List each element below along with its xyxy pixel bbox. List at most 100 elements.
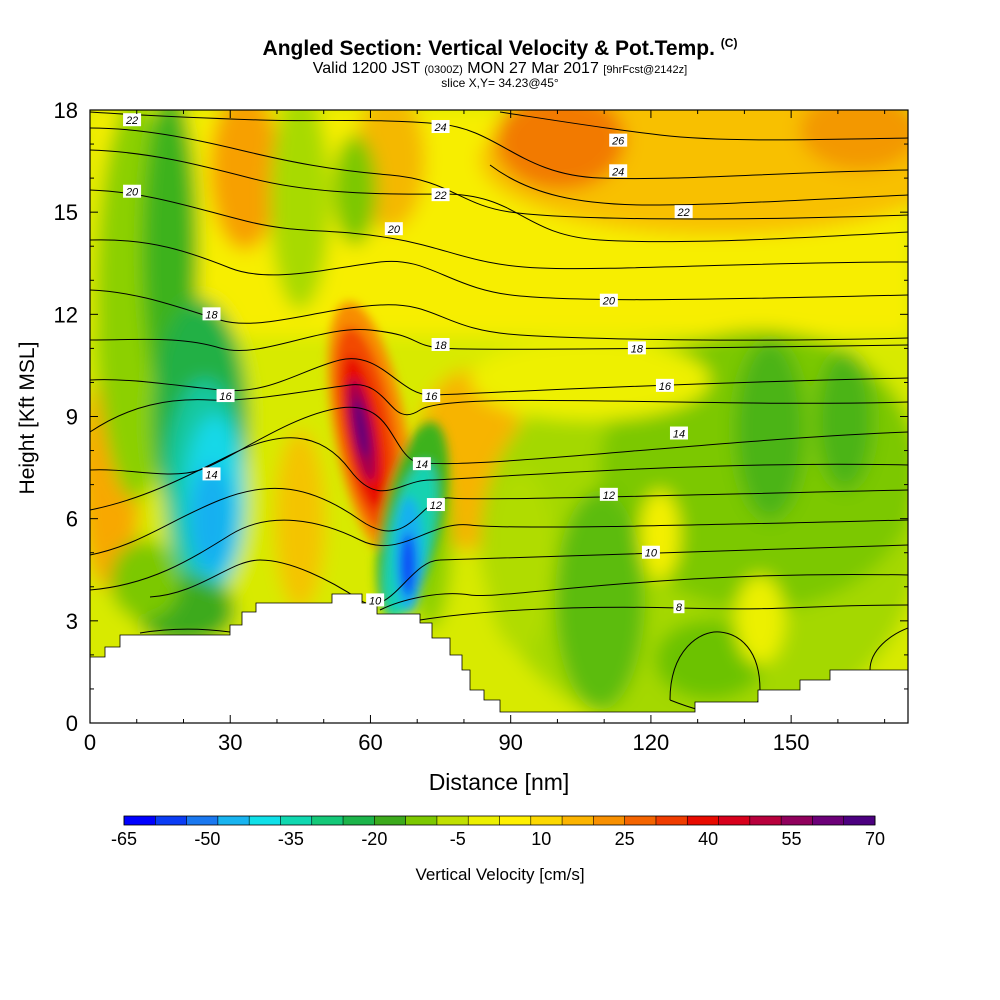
isotherm-12b xyxy=(90,519,908,591)
y-axis: 0 3 6 9 12 15 18 xyxy=(54,98,908,736)
colorbar-swatch xyxy=(374,816,407,825)
colorbar-swatch xyxy=(436,816,469,825)
colorbar-swatch xyxy=(593,816,626,825)
isotherm-label: 16 xyxy=(219,391,232,403)
isotherm-label: 8 xyxy=(676,602,683,614)
colorbar-tick-label: -5 xyxy=(450,829,466,849)
isotherm-label-bg xyxy=(599,487,618,501)
isotherm-label: 14 xyxy=(416,459,428,471)
colorbar-label: Vertical Velocity [cm/s] xyxy=(415,865,584,884)
isotherm-label: 16 xyxy=(659,381,672,393)
isotherm-label-bg xyxy=(431,188,450,202)
colorbar-swatch xyxy=(124,816,156,825)
isotherm-label-bg xyxy=(609,164,628,178)
isotherm-label-bg xyxy=(669,426,688,440)
x-axis: 0 30 60 90 120 150 xyxy=(84,110,886,755)
isotherm-label-bg xyxy=(123,184,142,198)
isotherm-14b xyxy=(90,437,908,511)
isotherm-label: 18 xyxy=(631,343,644,355)
chart-title: Angled Section: Vertical Velocity & Pot.… xyxy=(0,36,1000,61)
isotherm-label: 14 xyxy=(673,429,685,441)
isotherm-10b xyxy=(379,573,908,611)
colorbar-tick-label: -35 xyxy=(278,829,304,849)
colorbar-swatch xyxy=(843,816,876,825)
chart-title-main: Angled Section: Vertical Velocity & Pot.… xyxy=(262,37,715,60)
isotherm-label-bg xyxy=(674,205,693,219)
isotherm-label: 22 xyxy=(433,190,446,202)
isotherm-label: 18 xyxy=(434,340,447,352)
isotherm-16 xyxy=(90,358,908,396)
colorbar: -65 -50 -35 -20 -5 10 25 40 55 70 xyxy=(111,815,885,849)
isotherm-label: 24 xyxy=(433,122,446,134)
colorbar-swatch xyxy=(562,816,594,825)
isotherm-labels: 22 24 26 20 22 24 22 20 20 18 18 18 16 16 16 14 14 14 12 12… xyxy=(123,113,693,614)
isotherm-14 xyxy=(90,406,908,475)
isotherm-label-bg xyxy=(655,378,674,392)
isotherm-18a xyxy=(90,289,908,341)
colorbar-swatch xyxy=(343,816,375,825)
slice-info: slice X,Y= 34.23@45° xyxy=(441,76,559,90)
isotherm-20b xyxy=(90,239,908,301)
chart-title-units: (C) xyxy=(720,36,738,50)
isotherm-label-bg xyxy=(123,113,142,127)
x-tick-label: 0 xyxy=(84,730,96,755)
colorbar-tick-label: 40 xyxy=(698,829,718,849)
isotherm-12 xyxy=(90,487,908,556)
isotherm-label: 18 xyxy=(205,309,218,321)
colorbar-tick-label: -50 xyxy=(194,829,220,849)
isotherm-label-bg xyxy=(202,467,221,481)
colorbar-swatch xyxy=(405,816,438,825)
colorbar-tick-label: 55 xyxy=(782,829,802,849)
x-axis-label: Distance [nm] xyxy=(429,769,570,795)
isotherm-label: 10 xyxy=(645,548,658,560)
isotherm-26 xyxy=(499,111,908,141)
colorbar-swatch xyxy=(624,816,657,825)
colorbar-swatch xyxy=(468,816,500,825)
isotherm-16b xyxy=(90,384,908,433)
colorbar-swatch xyxy=(280,816,313,825)
isotherm-label-bg xyxy=(202,307,221,321)
isotherm-6c xyxy=(869,627,908,671)
colorbar-swatch xyxy=(655,816,688,825)
isotherm-label: 20 xyxy=(602,296,616,308)
velocity-field xyxy=(90,110,908,723)
colorbar-swatch xyxy=(781,816,813,825)
x-tick-label: 30 xyxy=(218,730,242,755)
isotherm-label-bg xyxy=(431,120,450,134)
isotherm-label-bg xyxy=(426,498,445,512)
y-axis-label: Height [Kft MSL] xyxy=(16,342,39,495)
isotherm-6 xyxy=(139,628,231,634)
isotherm-label-bg xyxy=(216,389,235,403)
colorbar-swatch xyxy=(718,816,751,825)
colorbar-swatch xyxy=(249,816,281,825)
y-tick-label: 15 xyxy=(54,200,78,225)
isotherm-label-bg xyxy=(384,222,403,236)
isotherm-label: 12 xyxy=(603,490,615,502)
isotherm-label: 14 xyxy=(205,469,217,481)
isotherm-label-bg xyxy=(422,389,441,403)
isotherm-20 xyxy=(90,189,908,270)
colorbar-swatch xyxy=(186,816,219,825)
valid-prefix: Valid 1200 JST xyxy=(312,60,420,77)
colorbar-tick-label: 70 xyxy=(865,829,885,849)
colorbar-swatch xyxy=(499,816,532,825)
colorbar-tick-label: -20 xyxy=(361,829,387,849)
isotherm-label-bg xyxy=(366,593,385,607)
isotherm-label-bg xyxy=(599,293,618,307)
valid-utc: (0300Z) xyxy=(424,64,463,76)
isotherm-label: 22 xyxy=(677,207,690,219)
colorbar-tick-label: 25 xyxy=(615,829,635,849)
colorbar-swatch xyxy=(687,816,720,825)
isotherm-lines xyxy=(90,111,908,715)
isotherm-label: 10 xyxy=(369,595,382,607)
isotherm-label: 24 xyxy=(611,166,624,178)
isotherm-label-bg xyxy=(627,341,646,355)
isotherm-24b xyxy=(90,111,908,180)
terrain-mask xyxy=(89,593,909,724)
isotherm-label-bg xyxy=(431,337,450,351)
colorbar-swatch xyxy=(311,816,344,825)
isotherm-label-bg xyxy=(641,545,660,559)
colorbar-tick-label: 10 xyxy=(531,829,551,849)
y-tick-label: 0 xyxy=(66,711,78,736)
